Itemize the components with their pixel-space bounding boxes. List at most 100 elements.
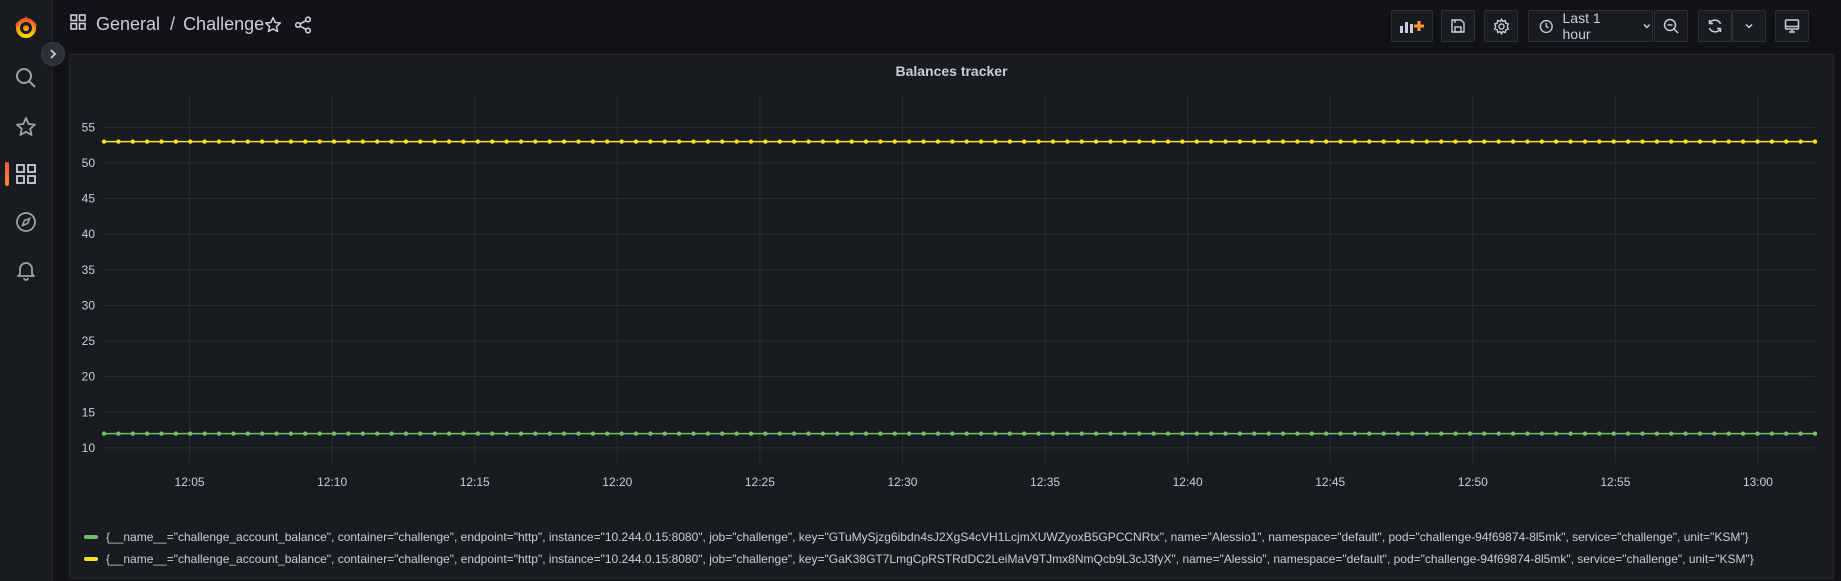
data-point (231, 431, 236, 436)
data-point (935, 431, 941, 436)
data-point (1050, 431, 1056, 436)
refresh-button[interactable] (1698, 10, 1732, 42)
data-point (1036, 139, 1041, 144)
data-point (144, 139, 150, 144)
breadcrumb: General / Challenge (70, 14, 264, 35)
data-point (1697, 139, 1703, 144)
data-point (403, 139, 409, 144)
data-point (906, 139, 912, 144)
data-point (1108, 139, 1113, 144)
star-dashboard-icon[interactable] (264, 16, 282, 39)
data-point (576, 139, 581, 144)
search-icon[interactable] (13, 65, 39, 91)
bell-icon[interactable] (13, 257, 39, 283)
data-point (791, 431, 797, 436)
data-point (1007, 431, 1013, 436)
data-point (475, 431, 481, 436)
data-point (1525, 139, 1530, 144)
data-point (820, 139, 826, 144)
data-point (1295, 431, 1300, 436)
time-range-picker[interactable]: Last 1 hour (1528, 10, 1653, 42)
data-point (576, 431, 581, 436)
legend-item-series-2[interactable]: {__name__="challenge_account_balance", c… (84, 552, 1824, 566)
data-point (691, 139, 696, 144)
data-point (964, 431, 969, 436)
save-dashboard-button[interactable] (1441, 10, 1475, 42)
data-point (1669, 431, 1674, 436)
graph-panel[interactable]: Balances tracker 10 15 20 25 30 35 40 45 50 55 12:… (69, 54, 1834, 579)
data-point (259, 139, 265, 144)
data-point (1611, 431, 1616, 436)
data-point (734, 139, 739, 144)
data-point (202, 431, 207, 436)
data-point (1180, 431, 1185, 436)
data-point (1812, 139, 1818, 144)
view-mode-button[interactable] (1775, 10, 1809, 42)
data-point (374, 431, 380, 436)
zoom-out-button[interactable] (1654, 10, 1688, 42)
share-icon[interactable] (294, 16, 312, 39)
dashboards-icon[interactable] (13, 161, 39, 187)
data-point (1022, 139, 1027, 144)
data-point (1280, 431, 1286, 436)
x-tick-label: 12:35 (1030, 475, 1060, 489)
add-panel-button[interactable] (1391, 10, 1433, 42)
data-point (878, 431, 883, 436)
data-point (1482, 139, 1487, 144)
data-point (144, 431, 150, 436)
data-point (1798, 431, 1803, 436)
data-point (346, 139, 351, 144)
data-point (360, 431, 366, 436)
x-tick-label: 12:50 (1458, 475, 1488, 489)
data-point (1784, 139, 1789, 144)
data-point (748, 431, 754, 436)
data-point (1582, 139, 1588, 144)
data-point (1769, 139, 1775, 144)
breadcrumb-separator: / (170, 14, 176, 34)
data-point (1252, 139, 1257, 144)
data-point (863, 431, 869, 436)
data-point (950, 139, 955, 144)
data-point (676, 431, 682, 436)
data-point (101, 431, 107, 436)
data-point (1582, 431, 1588, 436)
data-point (1798, 139, 1803, 144)
save-icon (1451, 19, 1465, 33)
data-point (561, 431, 567, 436)
gear-icon (1493, 17, 1509, 35)
data-point (188, 139, 193, 144)
sidebar-expand-button[interactable] (41, 42, 65, 66)
data-point (101, 139, 107, 144)
data-point (374, 139, 380, 144)
data-point (676, 139, 682, 144)
data-point (964, 139, 969, 144)
data-point (547, 139, 552, 144)
dashboard-settings-button[interactable] (1484, 10, 1518, 42)
data-point (288, 139, 294, 144)
data-point (835, 139, 840, 144)
y-tick-label: 25 (82, 334, 96, 348)
data-point (863, 139, 869, 144)
data-point (1625, 139, 1631, 144)
breadcrumb-dashboard-title[interactable]: Challenge (183, 14, 265, 34)
data-point (892, 431, 897, 436)
y-tick-label: 15 (82, 405, 96, 419)
data-point (1208, 431, 1214, 436)
time-series-chart[interactable]: 10 15 20 25 30 35 40 45 50 55 12:05 12:10 12:15 12:20… (70, 55, 1835, 515)
data-point (346, 431, 351, 436)
star-icon[interactable] (13, 114, 39, 140)
y-tick-label: 35 (82, 263, 96, 277)
panel-title[interactable]: Balances tracker (895, 63, 1008, 79)
data-point (691, 431, 696, 436)
data-point (619, 139, 624, 144)
data-point (1726, 139, 1731, 144)
breadcrumb-folder-link[interactable]: General (96, 14, 161, 34)
data-point (1079, 139, 1084, 144)
refresh-interval-dropdown[interactable] (1732, 10, 1766, 42)
data-point (1395, 431, 1401, 436)
compass-icon[interactable] (13, 209, 39, 235)
grafana-logo-icon[interactable] (13, 14, 39, 40)
data-point (705, 431, 711, 436)
legend-item-series-1[interactable]: {__name__="challenge_account_balance", c… (84, 530, 1824, 544)
data-point (389, 431, 394, 436)
